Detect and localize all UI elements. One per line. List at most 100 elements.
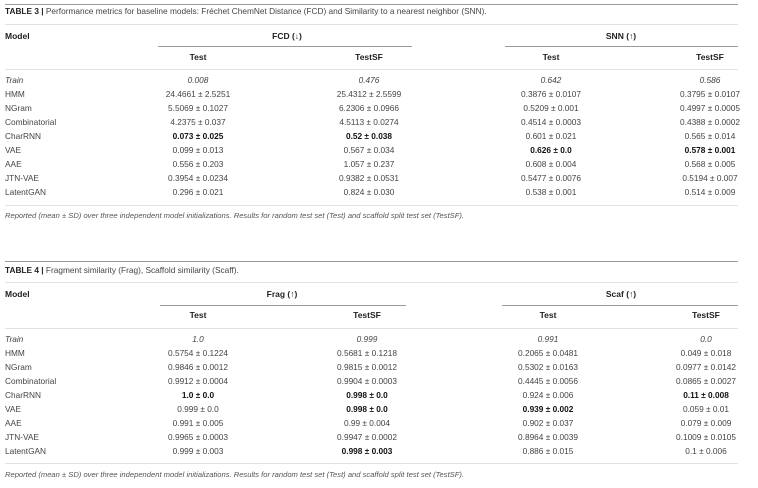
table-bottom-rule: [5, 205, 738, 206]
table-cell: 25.4312 ± 2.5599: [336, 89, 402, 99]
model-column-header: Model: [5, 31, 30, 41]
table-cell: 0.9965 ± 0.0003: [168, 432, 228, 442]
table-cell: 0.991: [537, 334, 559, 344]
table-cell: 0.886 ± 0.015: [522, 446, 574, 456]
table-cell: 0.476: [358, 75, 380, 85]
group-header-snn: SNN (↑): [605, 31, 637, 41]
table-cell: 0.99 ± 0.004: [343, 418, 391, 428]
table-cell: 0.52 ± 0.038: [345, 131, 393, 141]
table-cell: 0.578 ± 0.001: [684, 145, 736, 155]
caption-rule: [5, 24, 738, 25]
table-cell: 0.296 ± 0.021: [172, 187, 224, 197]
table-cell: 0.5681 ± 0.1218: [337, 348, 397, 358]
row-model-name: Combinatorial: [5, 117, 57, 127]
table-top-rule: [5, 4, 738, 5]
table-cell: 4.2375 ± 0.037: [170, 117, 226, 127]
table-label: TABLE 4 |: [5, 265, 44, 275]
row-model-name: Train: [5, 75, 24, 85]
table-cell: 0.538 ± 0.001: [525, 187, 577, 197]
table-cell: 0.099 ± 0.013: [172, 145, 224, 155]
table-cell: 24.4661 ± 2.5251: [165, 89, 231, 99]
table-cell: 0.998 ± 0.003: [341, 446, 393, 456]
group-underline: [158, 46, 412, 47]
row-model-name: AAE: [5, 159, 22, 169]
table-cell: 0.902 ± 0.037: [522, 418, 574, 428]
table-cell: 0.568 ± 0.005: [684, 159, 736, 169]
table-cell: 0.049 ± 0.018: [680, 348, 732, 358]
group-header-scaf: Scaf (↑): [605, 289, 637, 299]
table-cell: 0.0: [700, 334, 712, 344]
table-cell: 0.5754 ± 0.1224: [168, 348, 228, 358]
row-model-name: NGram: [5, 362, 32, 372]
table-cell: 0.824 ± 0.030: [343, 187, 395, 197]
table-cell: 0.565 ± 0.014: [684, 131, 736, 141]
table-cell: 1.0 ± 0.0: [181, 390, 215, 400]
table-cell: 0.4997 ± 0.0005: [680, 103, 740, 113]
table-cell: 0.998 ± 0.0: [346, 404, 388, 414]
table-cell: 0.0977 ± 0.0142: [676, 362, 736, 372]
table-cell: 0.3795 ± 0.0107: [680, 89, 740, 99]
group-header-frag: Frag (↑): [266, 289, 298, 299]
table-cell: 0.9846 ± 0.0012: [168, 362, 228, 372]
table-cell: 6.2306 ± 0.0966: [339, 103, 399, 113]
table-cell: 0.556 ± 0.203: [172, 159, 224, 169]
table-cell: 5.5069 ± 0.1027: [168, 103, 228, 113]
table-cell: 0.4445 ± 0.0056: [518, 376, 578, 386]
table-cell: 0.11 ± 0.008: [683, 390, 729, 400]
table-cell: 0.626 ± 0.0: [530, 145, 572, 155]
table-cell: 0.4388 ± 0.0002: [680, 117, 740, 127]
row-model-name: HMM: [5, 348, 25, 358]
table-cell: 0.924 ± 0.006: [522, 390, 574, 400]
table-cell: 0.999 ± 0.0: [177, 404, 219, 414]
table-cell: 1.0: [192, 334, 204, 344]
table-cell: 1.057 ± 0.237: [343, 159, 395, 169]
table-cell: 0.998 ± 0.0: [346, 390, 388, 400]
row-model-name: Train: [5, 334, 24, 344]
model-column-header: Model: [5, 289, 30, 299]
table-cell: 0.999 ± 0.003: [172, 446, 224, 456]
row-model-name: CharRNN: [5, 390, 41, 400]
header-rule: [5, 328, 738, 329]
table-cell: 0.9912 ± 0.0004: [168, 376, 228, 386]
table-caption: TABLE 4 | Fragment similarity (Frag), Sc…: [5, 265, 239, 275]
table-cell: 0.8964 ± 0.0039: [518, 432, 578, 442]
table-cell: 0.991 ± 0.005: [172, 418, 224, 428]
table-cell: 0.3954 ± 0.0234: [168, 173, 228, 183]
row-model-name: VAE: [5, 145, 21, 155]
row-model-name: HMM: [5, 89, 25, 99]
row-model-name: JTN-VAE: [5, 173, 39, 183]
subheader-testsf: TestSF: [355, 52, 383, 62]
group-underline: [160, 305, 406, 306]
subheader-test: Test: [539, 310, 557, 320]
table-cell: 0.642: [540, 75, 562, 85]
table-cell: 0.939 ± 0.002: [522, 404, 574, 414]
row-model-name: LatentGAN: [5, 446, 47, 456]
table-cell: 4.5113 ± 0.0274: [339, 117, 399, 127]
table-cell: 0.586: [699, 75, 721, 85]
header-rule: [5, 69, 738, 70]
table-caption-text: Performance metrics for baseline models:…: [43, 6, 487, 16]
subheader-test: Test: [189, 310, 207, 320]
subheader-test: Test: [189, 52, 207, 62]
table-note: Reported (mean ± SD) over three independ…: [5, 470, 465, 479]
table-cell: 0.601 ± 0.021: [525, 131, 577, 141]
table-caption: TABLE 3 | Performance metrics for baseli…: [5, 6, 487, 16]
subheader-testsf: TestSF: [692, 310, 720, 320]
group-underline: [505, 46, 738, 47]
table-cell: 0.9382 ± 0.0531: [339, 173, 399, 183]
table-cell: 0.5209 ± 0.001: [523, 103, 579, 113]
table-cell: 0.9947 ± 0.0002: [337, 432, 397, 442]
table-cell: 0.1009 ± 0.0105: [676, 432, 736, 442]
table-top-rule: [5, 261, 738, 262]
table-cell: 0.1 ± 0.006: [685, 446, 727, 456]
table-cell: 0.008: [187, 75, 209, 85]
table-cell: 0.608 ± 0.004: [525, 159, 577, 169]
table-label: TABLE 3 |: [5, 6, 44, 16]
table-cell: 0.073 ± 0.025: [172, 131, 224, 141]
subheader-testsf: TestSF: [696, 52, 724, 62]
row-model-name: AAE: [5, 418, 22, 428]
table-cell: 0.079 ± 0.009: [680, 418, 732, 428]
table-cell: 0.9815 ± 0.0012: [337, 362, 397, 372]
row-model-name: VAE: [5, 404, 21, 414]
group-underline: [502, 305, 738, 306]
